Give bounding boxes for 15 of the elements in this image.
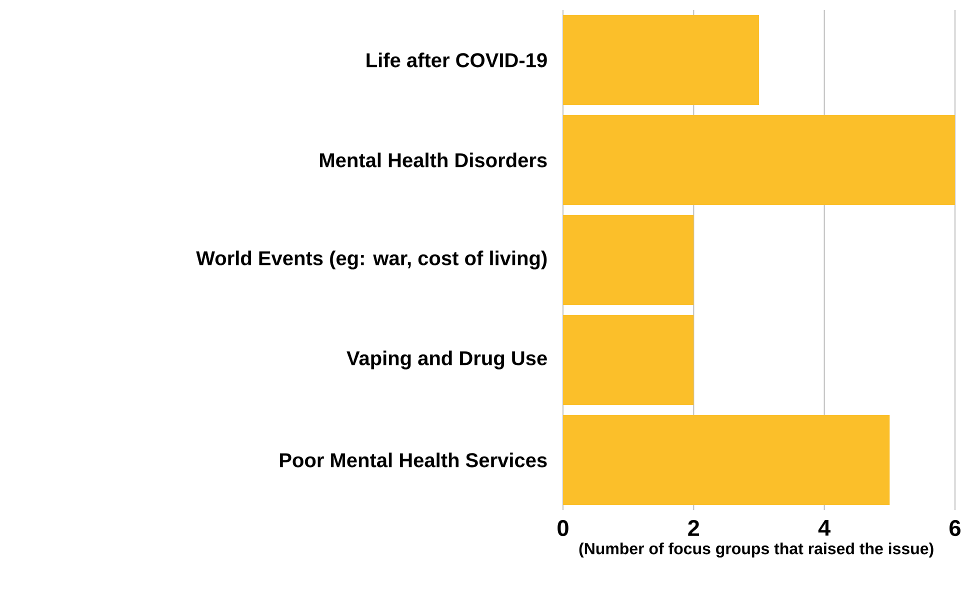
- x-tick-label: 0: [558, 520, 568, 536]
- x-tick-label: 2: [688, 520, 700, 536]
- bar: [563, 214, 694, 305]
- y-tick-label: Vaping and Drug Use: [346, 350, 547, 370]
- y-tick-label: Life after COVID-19: [366, 52, 547, 68]
- y-tick-label: World Events (eg: war, cost of living): [196, 250, 547, 270]
- bar: [563, 315, 694, 405]
- y-tick-label: Mental Health Disorders: [320, 152, 547, 168]
- y-tick-label: Poor Mental Health Services: [280, 452, 547, 468]
- bar: [563, 414, 890, 505]
- bar: [563, 15, 759, 105]
- x-tick-label: 6: [950, 520, 960, 536]
- x-axis-title: (Number of focus groups that raised the issue): [579, 542, 934, 558]
- bar: [563, 115, 955, 205]
- x-tick-label: 4: [818, 520, 831, 536]
